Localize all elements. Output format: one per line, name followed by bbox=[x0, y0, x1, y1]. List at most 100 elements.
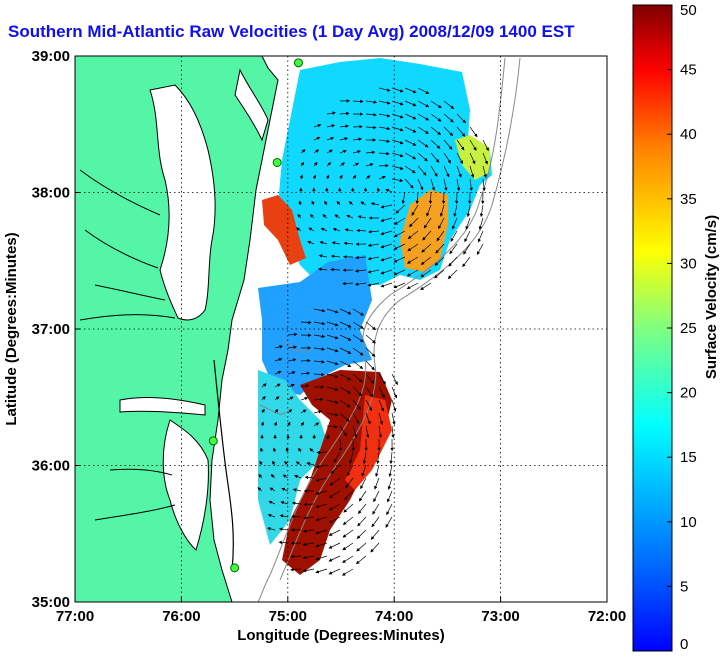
velocity-vector bbox=[291, 514, 302, 519]
velocity-vector bbox=[342, 281, 354, 286]
velocity-vector bbox=[294, 474, 302, 479]
velocity-vector bbox=[365, 113, 377, 117]
y-tick-label: 35:00 bbox=[32, 594, 70, 611]
y-axis: 39:00 38:00 37:00 36:00 35:00 bbox=[32, 48, 80, 611]
velocity-vector bbox=[378, 126, 391, 131]
velocity-vector bbox=[423, 217, 432, 229]
colorbar-tick-label: 0 bbox=[680, 636, 688, 653]
velocity-vector bbox=[469, 178, 473, 192]
radar-station-marker bbox=[208, 436, 218, 446]
velocity-vector bbox=[333, 451, 341, 463]
velocity-vector bbox=[463, 243, 471, 255]
velocity-vector bbox=[391, 126, 404, 132]
velocity-vector bbox=[268, 500, 276, 505]
velocity-vector bbox=[391, 152, 404, 158]
velocity-vector bbox=[279, 527, 289, 531]
velocity-vector bbox=[391, 178, 404, 183]
velocity-vector bbox=[378, 373, 386, 385]
water-delaware-bay bbox=[234, 68, 269, 142]
velocity-vector bbox=[365, 412, 371, 425]
velocity-vector bbox=[317, 267, 328, 271]
velocity-vector bbox=[449, 243, 458, 255]
velocity-vector bbox=[346, 214, 354, 219]
water-york-river bbox=[94, 284, 166, 301]
y-axis-label: Latitude (Degrees:Minutes) bbox=[3, 232, 20, 425]
velocity-vector bbox=[380, 269, 393, 275]
velocity-vector bbox=[315, 490, 328, 495]
velocity-vector bbox=[326, 162, 332, 167]
velocity-vector bbox=[313, 308, 326, 313]
velocity-vector bbox=[304, 475, 315, 480]
velocity-vector bbox=[320, 227, 328, 232]
velocity-vector bbox=[380, 256, 393, 262]
velocity-vector bbox=[378, 412, 384, 425]
velocity-vector bbox=[303, 516, 315, 520]
velocity-vector bbox=[302, 529, 315, 533]
velocity-vector bbox=[417, 113, 430, 121]
velocity-vector bbox=[330, 254, 341, 259]
velocity-region-central bbox=[258, 255, 372, 395]
velocity-vector bbox=[456, 139, 465, 151]
velocity-vector bbox=[274, 408, 279, 414]
velocity-vector bbox=[298, 200, 303, 206]
velocity-vector bbox=[430, 139, 441, 149]
velocity-vector bbox=[357, 503, 367, 514]
velocity-vector bbox=[421, 243, 432, 253]
velocity-vector bbox=[404, 100, 417, 107]
velocity-vector bbox=[347, 464, 354, 477]
velocity-vector bbox=[326, 424, 338, 429]
velocity-vector bbox=[351, 187, 355, 193]
velocity-vector bbox=[439, 204, 445, 217]
y-tick-label: 36:00 bbox=[32, 458, 70, 475]
velocity-vector bbox=[274, 345, 284, 349]
colorbar-tick-label: 5 bbox=[680, 578, 688, 595]
velocity-vector bbox=[315, 529, 328, 535]
velocity-vector bbox=[386, 503, 393, 516]
velocity-vector bbox=[355, 255, 367, 260]
velocity-vector bbox=[313, 347, 326, 351]
velocity-vector bbox=[328, 568, 341, 575]
water-james-river bbox=[79, 314, 176, 321]
velocity-vector bbox=[420, 269, 432, 278]
velocity-vector bbox=[336, 200, 341, 206]
velocity-vector bbox=[372, 503, 380, 515]
velocity-vector bbox=[360, 201, 367, 206]
velocity-vector bbox=[315, 464, 328, 469]
velocity-vector bbox=[443, 100, 455, 109]
colorbar-tick-label: 20 bbox=[680, 385, 697, 402]
velocity-vector bbox=[274, 383, 281, 388]
colorbar-tick-label: 30 bbox=[680, 255, 697, 272]
velocity-vector bbox=[434, 269, 445, 279]
velocity-vector bbox=[469, 165, 475, 178]
velocity-vector bbox=[367, 243, 380, 247]
velocity-vector bbox=[391, 165, 404, 170]
velocity-vector bbox=[313, 422, 320, 427]
x-axis: 77:00 76:00 75:00 74:00 73:00 72:00 bbox=[56, 597, 626, 625]
velocity-vector bbox=[456, 165, 462, 178]
velocity-vector bbox=[365, 321, 377, 331]
velocity-vector bbox=[352, 150, 361, 154]
velocity-vector bbox=[339, 174, 343, 180]
velocity-vector bbox=[300, 161, 305, 167]
velocity-vector bbox=[326, 308, 339, 314]
velocity-vector bbox=[406, 256, 419, 264]
velocity-vector bbox=[318, 254, 328, 258]
velocity-vector bbox=[302, 568, 315, 573]
velocity-vector bbox=[272, 447, 277, 453]
velocity-vector bbox=[328, 555, 341, 562]
velocity-vector bbox=[373, 490, 380, 503]
velocity-vector bbox=[326, 347, 339, 353]
velocity-vector bbox=[479, 204, 484, 218]
velocity-vector bbox=[391, 386, 398, 399]
velocity-vector bbox=[456, 126, 466, 137]
velocity-vector bbox=[376, 451, 380, 465]
velocity-vector bbox=[303, 502, 315, 507]
velocity-vector bbox=[417, 139, 429, 148]
velocity-vector bbox=[465, 217, 471, 230]
velocity-vector bbox=[430, 165, 438, 177]
velocity-vector bbox=[482, 152, 488, 165]
velocity-vector bbox=[354, 282, 367, 286]
velocity-vector bbox=[319, 241, 328, 245]
velocity-vector bbox=[295, 461, 302, 466]
velocity-vector bbox=[299, 174, 304, 180]
